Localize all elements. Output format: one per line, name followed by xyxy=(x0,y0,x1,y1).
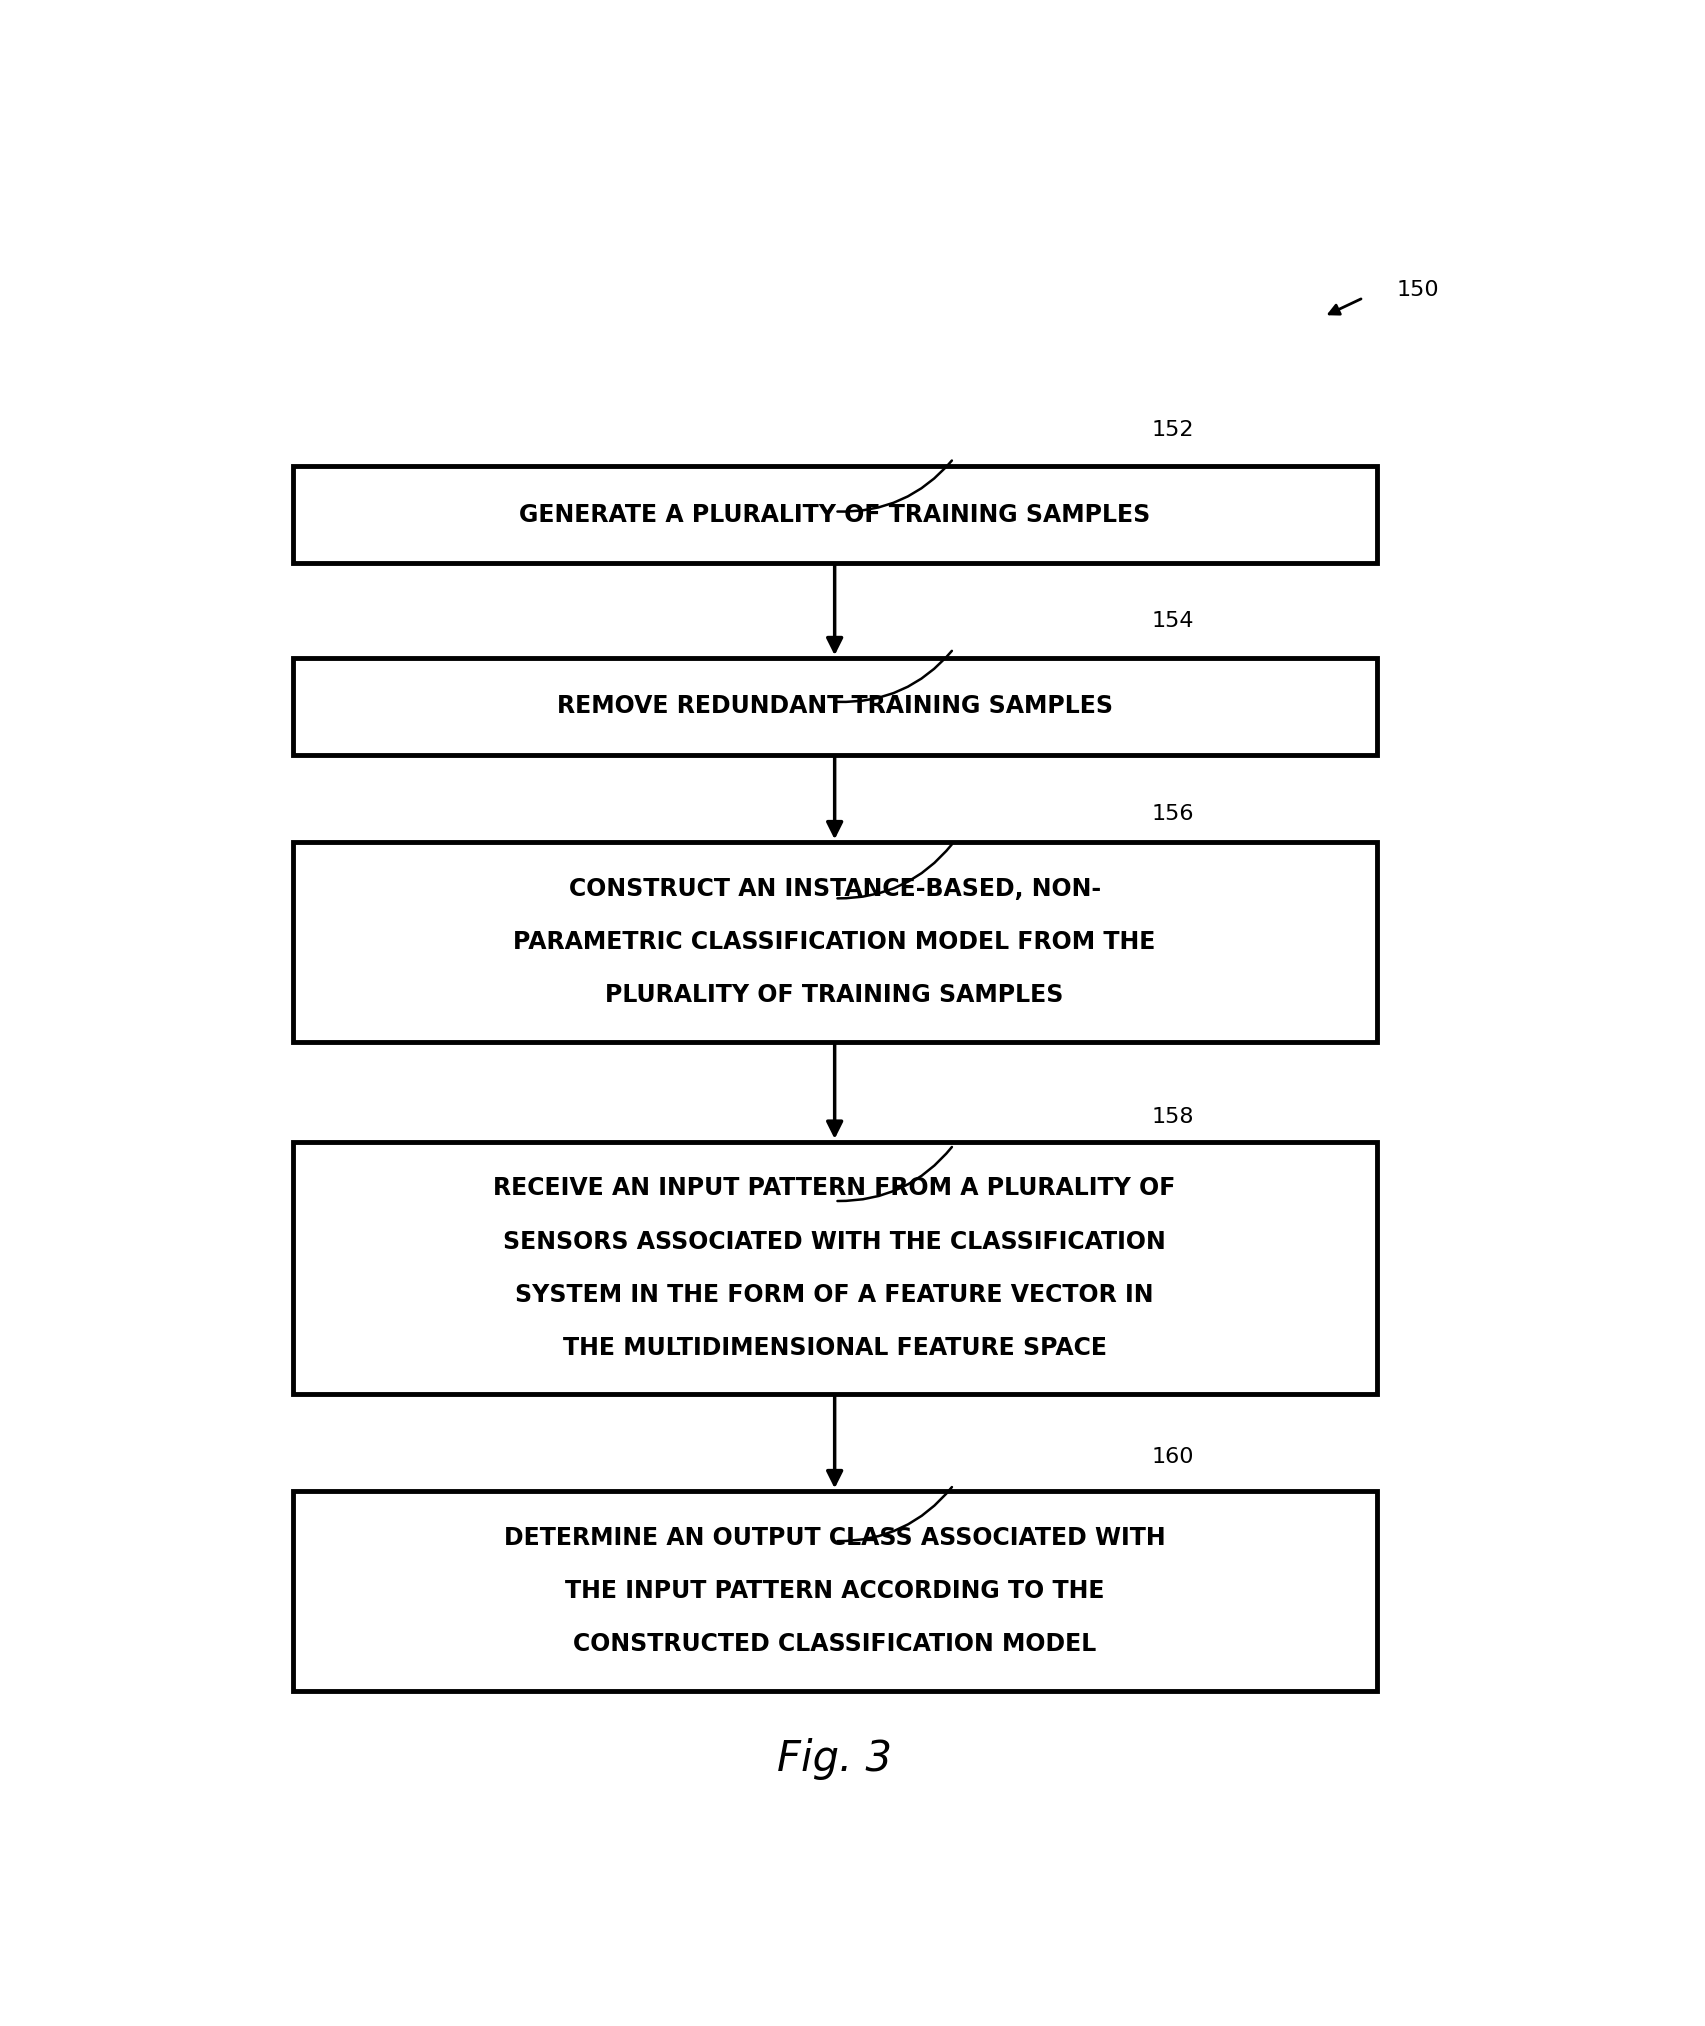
Bar xyxy=(293,843,1376,1041)
Text: SENSORS ASSOCIATED WITH THE CLASSIFICATION: SENSORS ASSOCIATED WITH THE CLASSIFICATI… xyxy=(503,1230,1165,1254)
Text: CONSTRUCT AN INSTANCE-BASED, NON-: CONSTRUCT AN INSTANCE-BASED, NON- xyxy=(568,877,1100,902)
Text: DETERMINE AN OUTPUT CLASS ASSOCIATED WITH: DETERMINE AN OUTPUT CLASS ASSOCIATED WIT… xyxy=(503,1526,1165,1550)
Text: 156: 156 xyxy=(1151,804,1193,825)
Bar xyxy=(293,1491,1376,1692)
Text: SYSTEM IN THE FORM OF A FEATURE VECTOR IN: SYSTEM IN THE FORM OF A FEATURE VECTOR I… xyxy=(515,1282,1153,1307)
Text: 154: 154 xyxy=(1151,610,1193,630)
Text: REMOVE REDUNDANT TRAINING SAMPLES: REMOVE REDUNDANT TRAINING SAMPLES xyxy=(556,695,1112,719)
Text: Fig. 3: Fig. 3 xyxy=(777,1738,892,1781)
Bar xyxy=(293,658,1376,756)
Text: 160: 160 xyxy=(1151,1447,1193,1467)
Text: THE MULTIDIMENSIONAL FEATURE SPACE: THE MULTIDIMENSIONAL FEATURE SPACE xyxy=(563,1335,1107,1359)
Bar xyxy=(293,1143,1376,1394)
Text: RECEIVE AN INPUT PATTERN FROM A PLURALITY OF: RECEIVE AN INPUT PATTERN FROM A PLURALIT… xyxy=(493,1177,1175,1201)
Text: 158: 158 xyxy=(1151,1106,1193,1126)
Text: THE INPUT PATTERN ACCORDING TO THE: THE INPUT PATTERN ACCORDING TO THE xyxy=(564,1578,1103,1603)
Text: 150: 150 xyxy=(1396,280,1439,300)
Text: CONSTRUCTED CLASSIFICATION MODEL: CONSTRUCTED CLASSIFICATION MODEL xyxy=(573,1633,1096,1655)
Text: GENERATE A PLURALITY OF TRAINING SAMPLES: GENERATE A PLURALITY OF TRAINING SAMPLES xyxy=(518,502,1149,527)
Text: PLURALITY OF TRAINING SAMPLES: PLURALITY OF TRAINING SAMPLES xyxy=(605,983,1064,1007)
Text: 152: 152 xyxy=(1151,419,1193,440)
Text: PARAMETRIC CLASSIFICATION MODEL FROM THE: PARAMETRIC CLASSIFICATION MODEL FROM THE xyxy=(513,930,1156,954)
Bar xyxy=(293,466,1376,563)
